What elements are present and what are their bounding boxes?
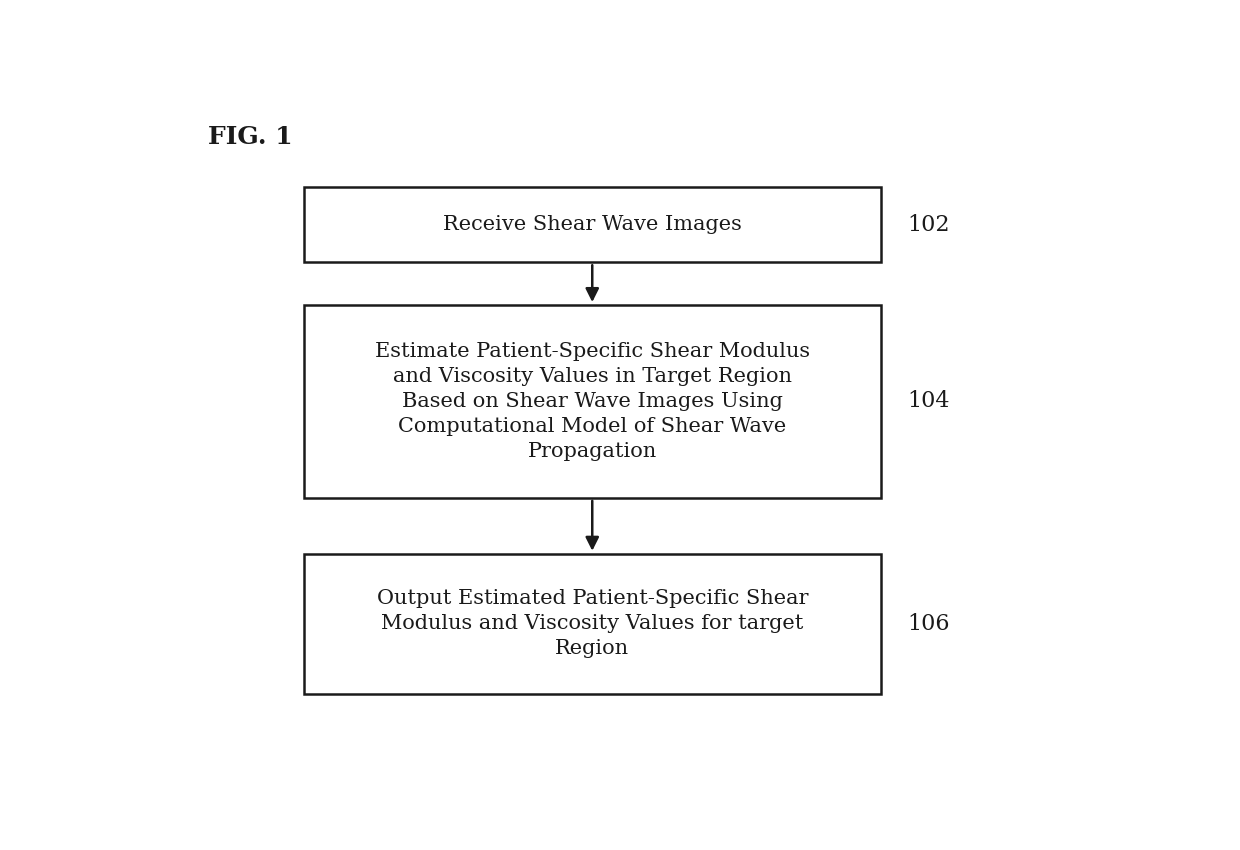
Text: Estimate Patient-Specific Shear Modulus
and Viscosity Values in Target Region
Ba: Estimate Patient-Specific Shear Modulus … — [374, 342, 810, 461]
Text: Output Estimated Patient-Specific Shear
Modulus and Viscosity Values for target
: Output Estimated Patient-Specific Shear … — [377, 589, 808, 659]
Bar — [304, 305, 880, 498]
Bar — [304, 187, 880, 263]
Text: 104: 104 — [908, 390, 950, 412]
Text: FIG. 1: FIG. 1 — [208, 125, 293, 149]
Bar — [304, 553, 880, 694]
Text: 106: 106 — [908, 613, 950, 635]
Text: 102: 102 — [908, 213, 950, 235]
Text: Receive Shear Wave Images: Receive Shear Wave Images — [443, 215, 742, 235]
